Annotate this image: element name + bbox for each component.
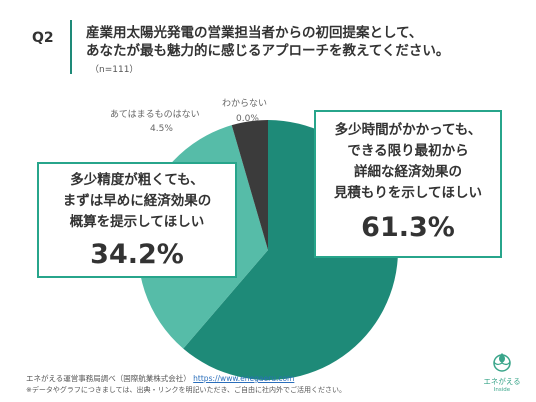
callout-detailed-estimate: 多少時間がかかっても、 できる限り最初から 詳細な経済効果の 見積もりを示してほ… — [314, 110, 502, 258]
usage-note: ※データやグラフにつきましては、出典・リンクを明記いただき、ご自由に社内外でご活… — [26, 386, 347, 394]
callout-early-estimate: 多少精度が粗くても、 まずは早めに経済効果の 概算を提示してほしい 34.2% — [37, 162, 237, 278]
callout-line: できる限り最初から — [347, 143, 469, 159]
logo-sub: Inside — [493, 387, 511, 393]
source-credit: エネがえる運営事務局調べ（国際航業株式会社） https://www.enega… — [26, 373, 294, 384]
slice-label-none-name: あてはまるものはない — [110, 110, 200, 120]
callout-detailed-estimate-pct: 61.3% — [361, 212, 455, 243]
callout-line: 見積もりを示してほしい — [333, 185, 483, 201]
leaf-logo-icon — [493, 353, 511, 372]
logo-name: エネがえる — [483, 377, 521, 386]
slice-label-dk-pct: 0.0% — [236, 114, 259, 124]
pie-slice-none — [231, 120, 268, 250]
question-title-line2: あなたが最も魅力的に感じるアプローチを教えてください。 — [86, 43, 450, 59]
callout-line: 概算を提示してほしい — [69, 214, 205, 230]
callout-detailed-estimate-text: 多少時間がかかっても、 できる限り最初から 詳細な経済効果の 見積もりを示してほ… — [316, 120, 500, 204]
callout-line: 多少時間がかかっても、 — [334, 122, 482, 138]
slice-label-none-pct: 4.5% — [150, 124, 173, 134]
source-text: エネがえる運営事務局調べ（国際航業株式会社） — [26, 374, 191, 383]
question-title-line1: 産業用太陽光発電の営業担当者からの初回提案として、 — [86, 25, 423, 41]
callout-early-estimate-text: 多少精度が粗くても、 まずは早めに経済効果の 概算を提示してほしい — [39, 170, 235, 233]
question-number: Q2 — [32, 30, 54, 46]
slice-label-none: あてはまるものはない — [110, 107, 200, 120]
question-title: 産業用太陽光発電の営業担当者からの初回提案として、 あなたが最も魅力的に感じるア… — [86, 24, 449, 60]
question-divider — [70, 20, 72, 74]
sample-size: （n=111） — [90, 65, 139, 75]
source-link[interactable]: https://www.enegaeru.com — [193, 374, 295, 383]
brand-logo: エネがえる Inside — [480, 350, 524, 393]
callout-line: まずは早めに経済効果の — [62, 193, 212, 209]
slice-label-dk-name: わからない — [222, 99, 268, 109]
callout-early-estimate-pct: 34.2% — [90, 239, 184, 270]
callout-line: 多少精度が粗くても、 — [70, 172, 204, 188]
callout-line: 詳細な経済効果の — [354, 164, 462, 180]
